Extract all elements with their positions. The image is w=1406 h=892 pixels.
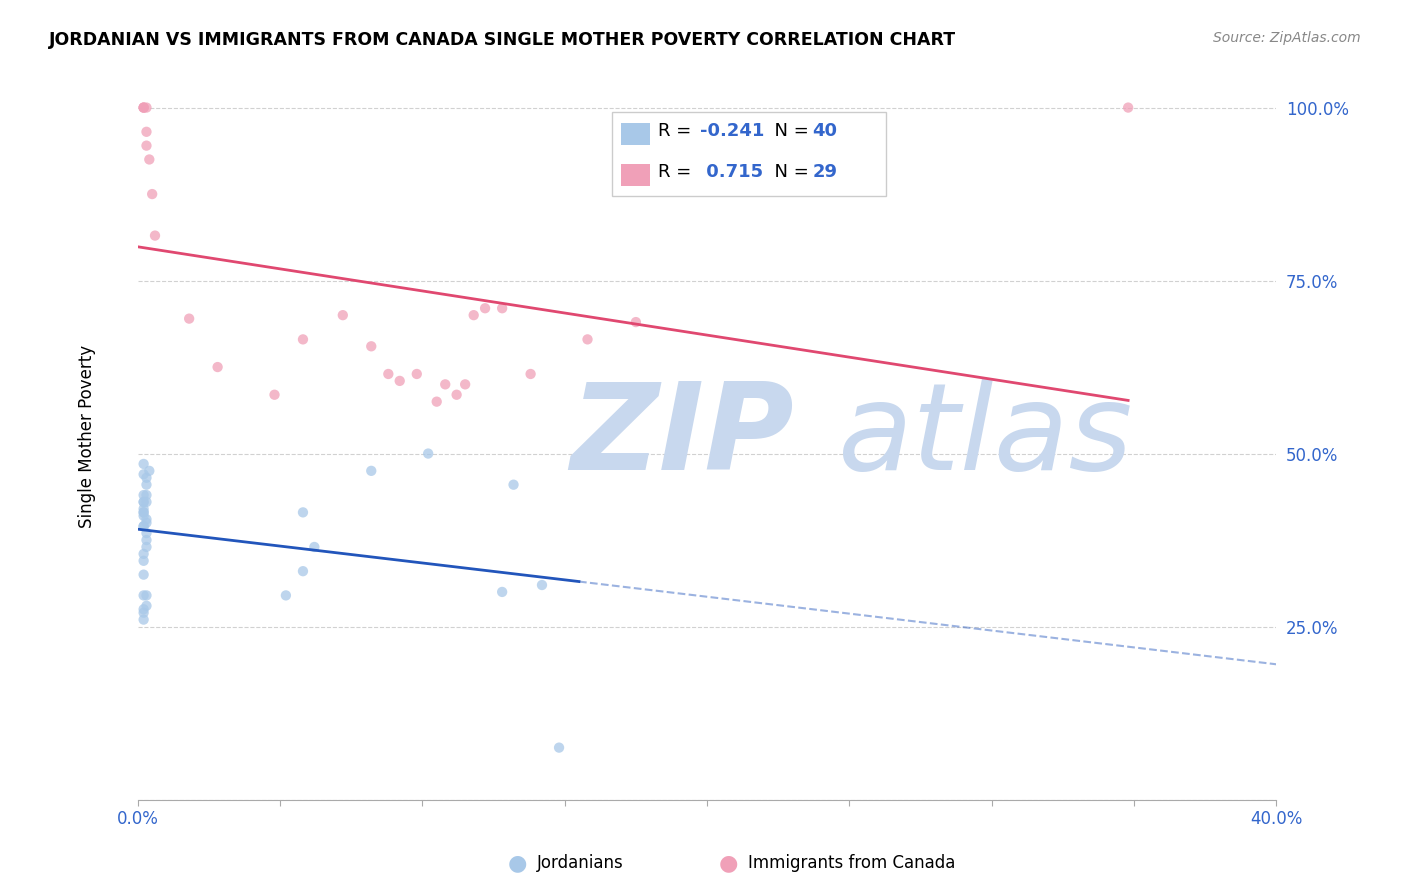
Point	[132, 101, 155, 115]
Point	[405, 367, 427, 381]
Point	[132, 519, 155, 533]
Point	[360, 339, 382, 353]
Point	[135, 138, 157, 153]
Point	[474, 301, 496, 316]
Point	[263, 388, 285, 402]
Point	[132, 488, 155, 502]
Text: -0.241: -0.241	[700, 122, 765, 140]
Point	[132, 467, 155, 482]
Point	[530, 578, 553, 592]
Point	[388, 374, 411, 388]
Point	[491, 301, 513, 316]
Point	[624, 315, 647, 329]
Point	[446, 388, 468, 402]
Point	[135, 516, 157, 530]
Point	[135, 125, 157, 139]
Point	[304, 540, 326, 554]
Point	[576, 332, 599, 346]
Point	[491, 585, 513, 599]
Point	[132, 567, 155, 582]
Point	[418, 446, 440, 460]
Text: JORDANIAN VS IMMIGRANTS FROM CANADA SINGLE MOTHER POVERTY CORRELATION CHART: JORDANIAN VS IMMIGRANTS FROM CANADA SING…	[49, 31, 956, 49]
Text: ZIP: ZIP	[571, 377, 794, 495]
Point	[135, 599, 157, 613]
Point	[519, 367, 541, 381]
Point	[132, 588, 155, 602]
Y-axis label: Single Mother Poverty: Single Mother Poverty	[79, 344, 96, 528]
Point	[502, 477, 524, 491]
Point	[132, 505, 155, 519]
Point	[135, 495, 157, 509]
Point	[132, 602, 155, 616]
Text: N =: N =	[763, 122, 815, 140]
Point	[1116, 101, 1139, 115]
Point	[132, 101, 155, 115]
Point	[291, 564, 314, 578]
Point	[135, 488, 157, 502]
Point	[132, 101, 155, 115]
Point	[332, 308, 354, 322]
Point	[141, 187, 163, 202]
Point	[132, 606, 155, 620]
Text: ●: ●	[718, 854, 738, 873]
Point	[207, 359, 229, 374]
Point	[135, 512, 157, 526]
Text: 40: 40	[813, 122, 838, 140]
Point	[132, 547, 155, 561]
Text: R =: R =	[658, 163, 697, 181]
Point	[138, 153, 160, 167]
Point	[377, 367, 399, 381]
Point	[179, 311, 201, 326]
Point	[132, 495, 155, 509]
Text: R =: R =	[658, 122, 697, 140]
Point	[132, 495, 155, 509]
Point	[132, 505, 155, 519]
Point	[135, 540, 157, 554]
Point	[135, 477, 157, 491]
Point	[274, 588, 297, 602]
Point	[135, 526, 157, 541]
Text: N =: N =	[763, 163, 815, 181]
Text: ●: ●	[508, 854, 527, 873]
Point	[135, 101, 157, 115]
Point	[360, 464, 382, 478]
Point	[434, 377, 457, 392]
Point	[132, 502, 155, 516]
Point	[426, 394, 449, 409]
Point	[454, 377, 477, 392]
Point	[132, 613, 155, 627]
Text: Immigrants from Canada: Immigrants from Canada	[748, 855, 955, 872]
Text: atlas: atlas	[838, 377, 1133, 495]
Text: Jordanians: Jordanians	[537, 855, 624, 872]
Point	[463, 308, 485, 322]
Point	[132, 508, 155, 523]
Point	[548, 740, 571, 755]
Text: Source: ZipAtlas.com: Source: ZipAtlas.com	[1213, 31, 1361, 45]
Point	[135, 588, 157, 602]
Text: 0.715: 0.715	[700, 163, 763, 181]
Point	[291, 505, 314, 519]
Point	[143, 228, 166, 243]
Point	[132, 554, 155, 568]
Point	[132, 457, 155, 471]
Point	[291, 332, 314, 346]
Point	[132, 519, 155, 533]
Text: 29: 29	[813, 163, 838, 181]
Point	[138, 464, 160, 478]
Point	[135, 471, 157, 485]
Point	[135, 533, 157, 547]
